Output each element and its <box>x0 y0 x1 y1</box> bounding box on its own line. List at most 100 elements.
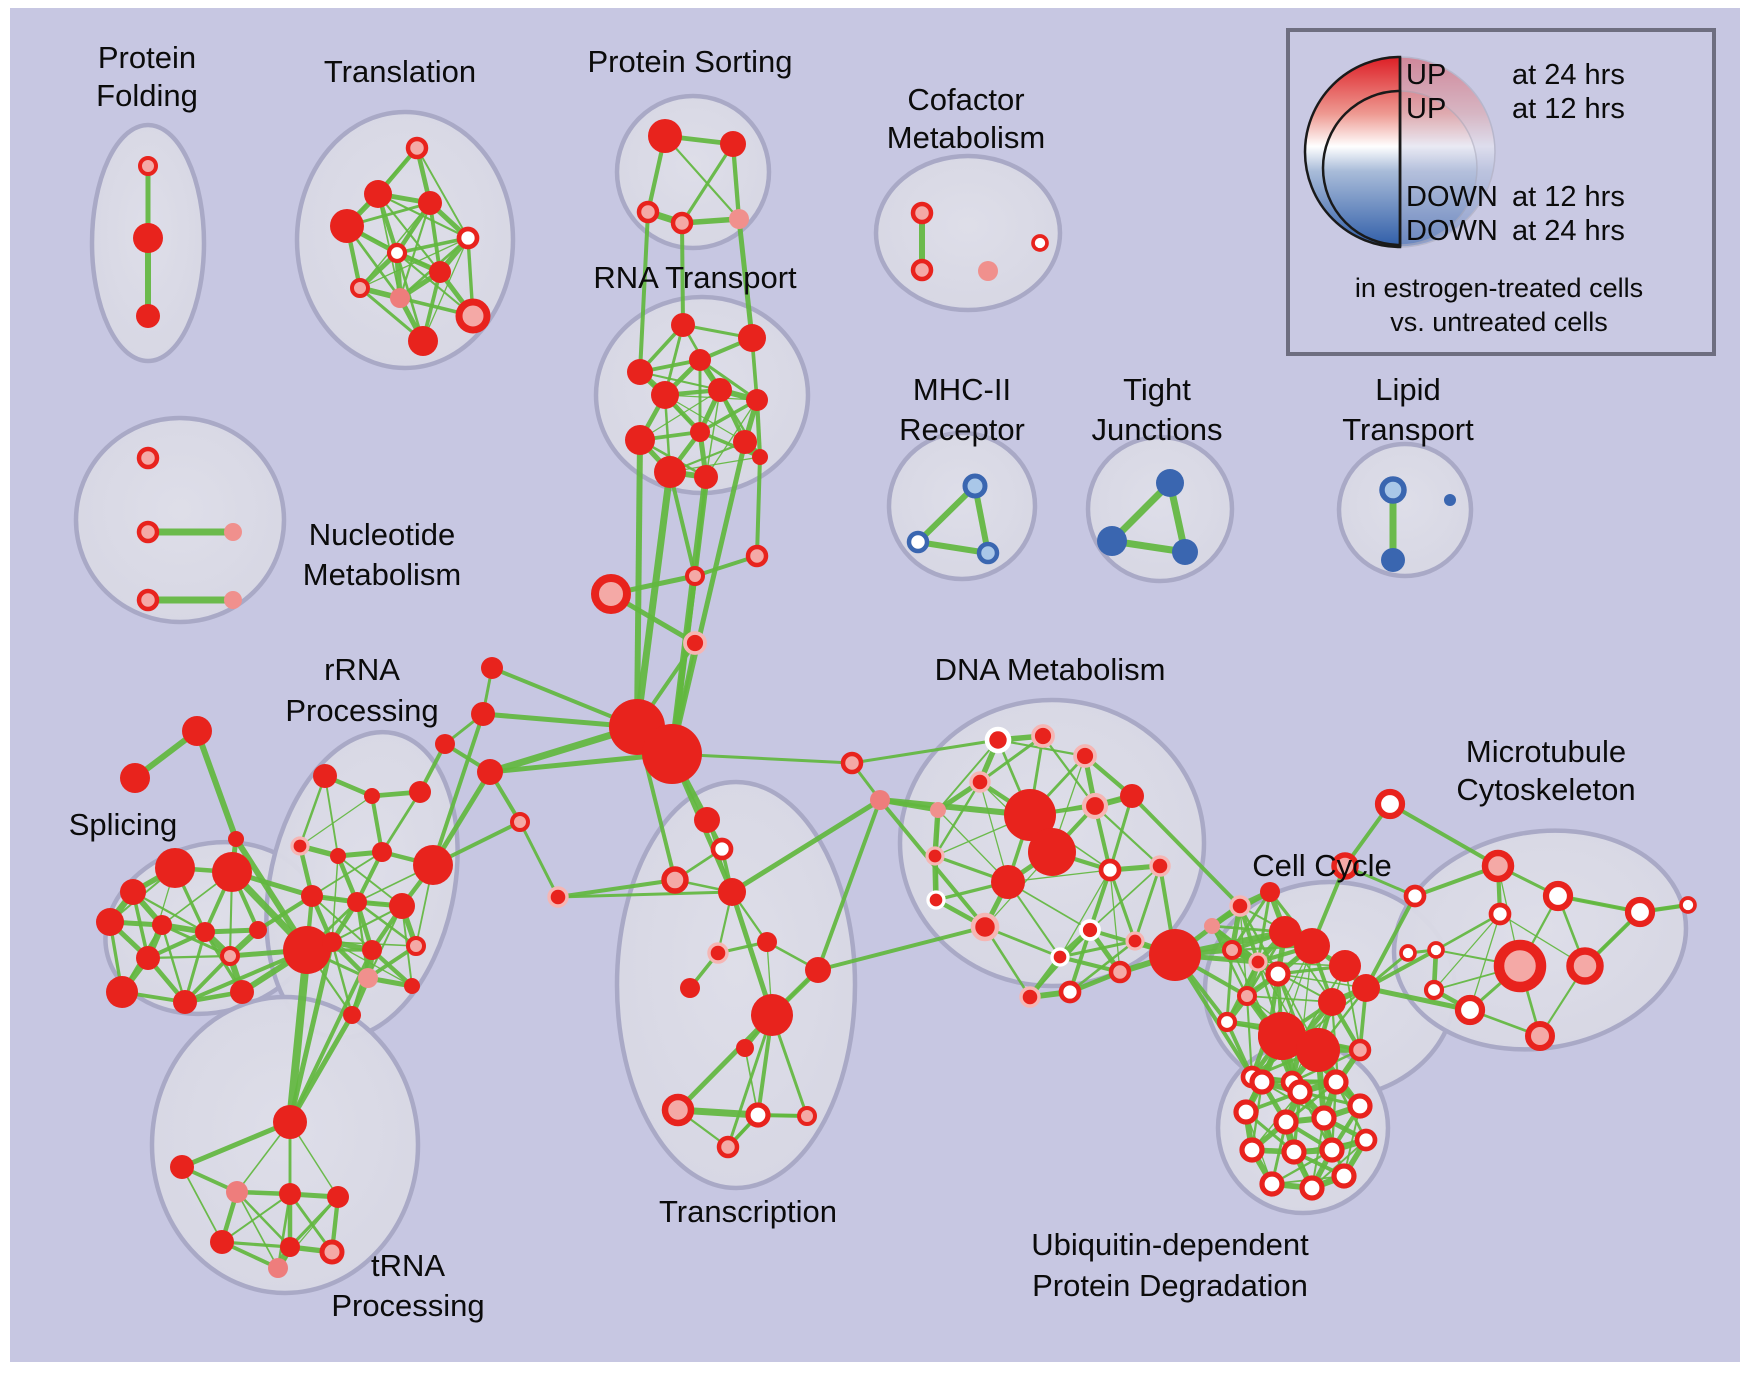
node-red <box>690 422 710 442</box>
node-ring-pink <box>136 520 160 544</box>
node-ring-white <box>1098 858 1122 882</box>
cluster-rrna-processing-label: rRNA <box>324 652 400 687</box>
node-red <box>671 313 695 337</box>
edge-bridge <box>671 752 853 765</box>
node-pink <box>358 968 378 988</box>
edge-bridge <box>816 799 882 971</box>
edge-bridge <box>286 949 311 1123</box>
edge-dna-metabolism <box>1108 869 1137 942</box>
node-red <box>372 842 392 862</box>
node-red <box>313 764 337 788</box>
node-red <box>249 921 267 939</box>
edge-dna-metabolism <box>1108 795 1134 871</box>
cluster-cofactor-metabolism-label: Metabolism <box>887 120 1046 155</box>
node-red <box>429 261 451 283</box>
cluster-trna-processing-label: tRNA <box>371 1248 445 1283</box>
edge-protein-sorting <box>664 135 740 220</box>
edge-bridge <box>1365 985 1471 1013</box>
edge-rrna-processing <box>311 851 383 897</box>
cluster-protein-sorting-label: Protein Sorting <box>587 44 792 79</box>
legend-up-12-time: at 12 hrs <box>1512 93 1625 125</box>
node-red <box>283 926 331 974</box>
node-blue <box>1097 526 1127 556</box>
cluster-transcription-label: Transcription <box>659 1194 837 1229</box>
node-ring-pink <box>797 1106 817 1126</box>
node-red <box>212 852 252 892</box>
node-ring-white <box>1259 1171 1285 1197</box>
node-whitering-red <box>984 726 1012 754</box>
node-ring-pink <box>661 1093 695 1127</box>
node-ring-pink <box>1222 940 1242 960</box>
node-pinkring-red <box>1019 986 1041 1008</box>
node-red <box>322 932 342 952</box>
node-red <box>96 908 124 936</box>
node-ring-white <box>1273 1109 1299 1135</box>
node-red <box>1120 784 1144 808</box>
node-pink <box>224 523 242 541</box>
edge-trna-processing <box>181 1166 223 1243</box>
node-ring-white <box>1323 1069 1349 1095</box>
edge-translation <box>422 237 469 342</box>
node-red <box>404 978 420 994</box>
node-bluering-white <box>906 530 930 554</box>
edge-dna-metabolism <box>979 781 1009 883</box>
cluster-nucleotide-metabolism-ellipse <box>73 415 287 625</box>
node-ring-white <box>1331 1163 1357 1189</box>
node-red <box>757 932 777 952</box>
node-blue <box>1444 494 1456 506</box>
node-red <box>408 326 438 356</box>
node-ring-white <box>1287 1079 1313 1105</box>
edge-bridge <box>730 797 882 895</box>
node-ring-white <box>1319 1137 1345 1163</box>
edge-bridge <box>676 1013 774 1112</box>
node-ring-pink <box>1237 986 1257 1006</box>
node-red <box>654 456 686 488</box>
edge-bridge <box>633 471 674 728</box>
node-red <box>752 449 768 465</box>
node-red <box>120 879 146 905</box>
edge-translation <box>416 147 469 239</box>
node-red <box>1149 929 1201 981</box>
edge-bridge <box>557 878 676 899</box>
edge-bridge <box>851 738 999 765</box>
legend-ring-inner <box>1321 89 1402 247</box>
legend: UP at 24 hrs UP at 12 hrs DOWN at 12 hrs… <box>1286 28 1716 356</box>
node-red <box>477 759 503 785</box>
node-ring-pink <box>670 211 694 235</box>
edge-dna-metabolism <box>1133 865 1162 942</box>
cluster-tight-junctions-label: Tight <box>1123 372 1191 407</box>
node-bluering-light <box>962 473 988 499</box>
cluster-cofactor-metabolism-ellipse <box>873 153 1063 313</box>
node-ring-white <box>456 226 480 250</box>
node-pinkring-red <box>707 942 729 964</box>
node-red <box>689 349 711 371</box>
legend-down-12-time: at 12 hrs <box>1512 181 1625 213</box>
edge-cell-cycle <box>1277 973 1367 989</box>
node-red <box>182 716 212 746</box>
node-red <box>409 781 431 803</box>
node-red <box>746 389 768 411</box>
node-ring-pink <box>350 278 370 298</box>
node-red <box>120 763 150 793</box>
node-red <box>1294 928 1330 964</box>
node-ring-white <box>1427 941 1445 959</box>
edge-bridge <box>726 1014 774 1148</box>
node-red <box>347 892 367 912</box>
node-pinkring-red <box>1081 792 1109 820</box>
legend-down-12-label: DOWN <box>1406 181 1498 213</box>
node-red <box>364 788 380 804</box>
edge-rrna-processing <box>324 775 339 857</box>
node-red <box>708 378 732 402</box>
edge-dna-metabolism <box>1042 735 1096 807</box>
node-red <box>720 131 746 157</box>
node-ring-white <box>1679 896 1697 914</box>
cluster-protein-folding-label: Protein <box>98 40 196 75</box>
edge-trna-processing <box>276 1193 292 1269</box>
node-whitering-red <box>1050 947 1070 967</box>
node-ring-white <box>1374 788 1406 820</box>
node-ring-pink <box>716 1135 740 1159</box>
node-ring-white <box>1058 980 1082 1004</box>
node-ring-pink <box>1566 947 1604 985</box>
